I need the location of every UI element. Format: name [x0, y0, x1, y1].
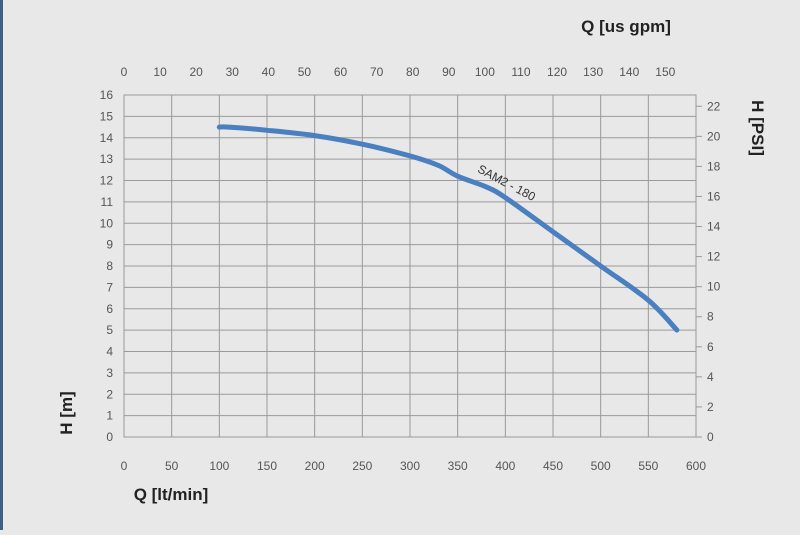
y-left-tick-label: 11: [101, 195, 114, 209]
x-top-tick-label: 100: [475, 65, 495, 79]
y-left-tick-label: 2: [106, 387, 113, 401]
y-right-tick-label: 18: [707, 159, 721, 173]
x-bottom-tick-label: 450: [543, 459, 563, 473]
y-left-tick-label: 14: [100, 131, 114, 145]
x-top-tick-label: 110: [511, 65, 530, 79]
x-top-tick-label: 70: [370, 65, 384, 79]
y-left-tick-label: 10: [100, 216, 114, 230]
x-bottom-tick-label: 550: [638, 459, 658, 473]
y-left-axis-title: H [m]: [57, 391, 76, 434]
series-line-sam2-180: [216, 124, 680, 333]
x-top-axis-title: Q [us gpm]: [581, 17, 671, 36]
y-right-tick-label: 4: [707, 370, 714, 384]
y-left-tick-label: 16: [100, 88, 114, 102]
y-left-tick-label: 5: [106, 323, 113, 337]
x-top-tick-label: 20: [189, 65, 203, 79]
y-left-tick-label: 8: [106, 259, 113, 273]
x-top-tick-label: 40: [262, 65, 276, 79]
series-layer: SAM2 - 180: [216, 124, 680, 333]
x-bottom-tick-label: 0: [121, 459, 128, 473]
y-left-tick-label: 13: [100, 152, 114, 166]
y-left-tick-label: 12: [100, 174, 114, 188]
y-right-axis-title: H [PSI]: [748, 100, 767, 156]
x-bottom-tick-label: 300: [400, 459, 420, 473]
y-left-tick-label: 3: [106, 366, 113, 380]
x-bottom-tick-label: 250: [352, 459, 372, 473]
y-right-tick-label: 12: [707, 250, 721, 264]
y-left-tick-label: 4: [106, 345, 113, 359]
y-right-tick-label: 6: [707, 340, 714, 354]
y-left-tick-label: 0: [106, 430, 113, 444]
x-top-tick-label: 150: [655, 65, 675, 79]
y-left-tick-label: 9: [106, 238, 113, 252]
x-top-tick-label: 90: [442, 65, 456, 79]
x-bottom-tick-label: 150: [257, 459, 277, 473]
x-bottom-tick-label: 600: [686, 459, 706, 473]
x-top-tick-label: 80: [406, 65, 420, 79]
y-right-tick-label: 0: [707, 430, 714, 444]
x-top-tick-label: 50: [298, 65, 312, 79]
x-bottom-tick-label: 50: [165, 459, 179, 473]
x-top-tick-label: 140: [619, 65, 639, 79]
x-top-tick-label: 120: [547, 65, 567, 79]
x-bottom-tick-label: 400: [495, 459, 515, 473]
y-right-tick-label: 2: [707, 400, 714, 414]
y-left-tick-label: 15: [100, 109, 114, 123]
y-right-tick-label: 16: [707, 189, 721, 203]
y-right-tick-label: 10: [707, 280, 721, 294]
x-bottom-tick-label: 350: [448, 459, 468, 473]
y-right-tick-label: 20: [707, 129, 721, 143]
x-bottom-tick-label: 500: [591, 459, 611, 473]
x-bottom-tick-label: 200: [305, 459, 325, 473]
y-left-tick-label: 6: [106, 302, 113, 316]
y-right-tick-label: 22: [707, 99, 721, 113]
x-bottom-axis-title: Q [lt/min]: [134, 485, 209, 504]
y-right-tick-label: 14: [707, 220, 721, 234]
x-top-tick-label: 0: [121, 65, 128, 79]
x-top-tick-label: 130: [583, 65, 603, 79]
x-top-tick-label: 10: [153, 65, 167, 79]
grid: [123, 94, 702, 438]
x-top-tick-label: 60: [334, 65, 348, 79]
y-left-tick-label: 1: [106, 409, 113, 423]
y-left-tick-label: 7: [106, 280, 113, 294]
x-top-tick-label: 30: [226, 65, 240, 79]
left-edge-stripe: [0, 0, 3, 530]
y-right-tick-label: 8: [707, 310, 714, 324]
x-bottom-tick-label: 100: [209, 459, 229, 473]
